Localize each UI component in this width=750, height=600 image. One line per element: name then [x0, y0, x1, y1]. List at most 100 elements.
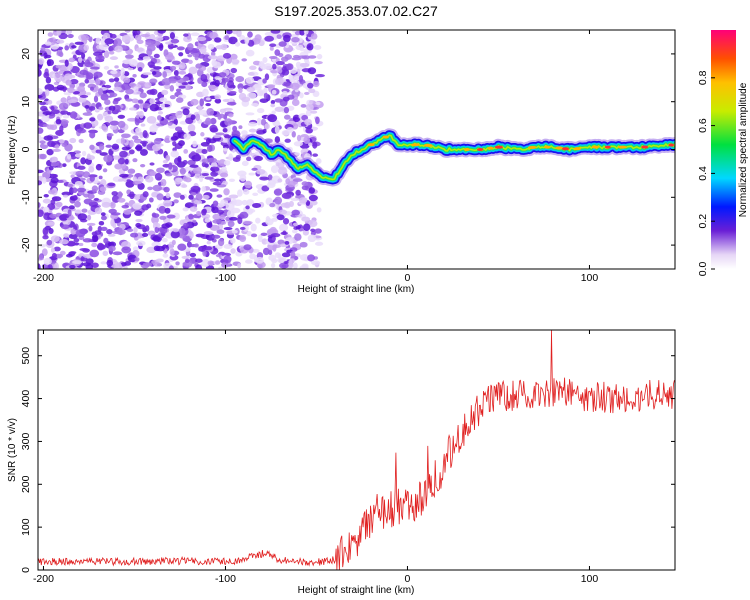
- spectrogram-noise-cell: [111, 191, 118, 196]
- spectrogram-noise-cell: [269, 55, 278, 60]
- spectrogram-noise-cell: [212, 219, 223, 224]
- spectrogram-noise-cell: [204, 218, 211, 223]
- spectrogram-noise-cell: [314, 241, 324, 246]
- spectrogram-noise-cell: [245, 49, 255, 57]
- spectrogram-noise-cell: [48, 189, 56, 195]
- spectrogram-noise-cell: [262, 57, 268, 63]
- spectrogram-noise-cell: [179, 219, 185, 226]
- spectrogram-noise-cell: [298, 74, 304, 83]
- spectrogram-noise-cell: [141, 232, 149, 237]
- spectrogram-noise-cell: [103, 237, 109, 244]
- spectrogram-noise-cell: [83, 122, 93, 129]
- spectrogram-noise-cell: [307, 82, 314, 89]
- spectrogram-noise-cell: [207, 144, 213, 153]
- spectrogram-noise-cell: [216, 229, 225, 235]
- spectrogram-noise-cell: [50, 109, 60, 115]
- spectrogram-noise-cell: [160, 178, 167, 187]
- spectrogram-noise-cell: [315, 116, 320, 125]
- spectrogram-noise-cell: [274, 196, 283, 205]
- spectrogram-noise-cell: [78, 56, 83, 64]
- spectrogram-noise-cell: [222, 212, 229, 216]
- spectrogram-noise-cell: [209, 224, 220, 231]
- spectrogram-noise-cell: [178, 62, 186, 70]
- spectrogram-noise-cell: [167, 121, 173, 126]
- spectrogram-noise-cell: [194, 173, 201, 179]
- spectrogram-noise-cell: [309, 100, 314, 104]
- spectrogram-ridge-peak: [423, 143, 433, 147]
- spectrogram-noise-cell: [38, 169, 44, 174]
- spectrogram-noise-cell: [251, 167, 258, 171]
- spectrogram-noise-cell: [69, 78, 79, 85]
- spectrogram-noise-cell: [169, 248, 175, 256]
- spectrogram-noise-cell: [288, 259, 293, 267]
- spectrogram-noise-cell: [131, 98, 139, 104]
- spectrogram-noise-cell: [117, 114, 126, 119]
- spectrogram-noise-cell: [247, 72, 255, 76]
- spectrogram-noise-cell: [133, 86, 139, 93]
- spectrogram-noise-cell: [177, 155, 182, 163]
- spectrogram-noise-cell: [238, 87, 243, 94]
- spectrogram-noise-cell: [223, 255, 232, 264]
- spectrogram-noise-cell: [38, 69, 42, 77]
- spectrogram-noise-cell: [308, 194, 318, 202]
- spectrogram-noise-cell: [233, 199, 243, 207]
- spectrogram-noise-cell: [258, 60, 265, 69]
- spectrogram-noise-cell: [237, 83, 244, 90]
- spectrogram-noise-cell: [146, 246, 157, 254]
- spectrogram-noise-cell: [99, 152, 108, 156]
- snr-ytick-label: 100: [20, 518, 32, 536]
- spectrogram-noise-cell: [38, 94, 43, 99]
- spectrogram-noise-cell: [50, 105, 55, 111]
- spectrogram-noise-cell: [282, 90, 288, 96]
- snr-panel: -200 -100 0 100 0 100 200 300 400 500 Height of s…: [7, 329, 676, 596]
- spectrogram-noise-cell: [79, 69, 89, 76]
- spectrogram-noise-cell: [38, 202, 41, 208]
- spectrogram-noise-cell: [216, 209, 225, 215]
- spectrogram-noise-cell: [171, 60, 181, 65]
- spectrogram-noise-cell: [207, 43, 215, 50]
- spectrogram-noise-cell: [209, 127, 219, 133]
- spectrogram-noise-cell: [195, 113, 201, 122]
- spectrogram-xtick-label: 0: [405, 272, 411, 284]
- spectrogram-noise-cell: [73, 90, 81, 95]
- spectrogram-noise-cell: [282, 230, 287, 236]
- spectrogram-noise-cell: [126, 179, 131, 183]
- spectrogram-noise-cell: [291, 123, 299, 130]
- spectrogram-noise-cell: [38, 254, 44, 260]
- spectrogram-noise-cell: [282, 96, 290, 102]
- spectrogram-noise-cell: [271, 217, 278, 222]
- spectrogram-noise-cell: [74, 153, 82, 158]
- spectrogram-noise-cell: [239, 211, 249, 219]
- spectrogram-noise-cell: [48, 213, 58, 219]
- spectrogram-noise-cell: [195, 264, 203, 269]
- spectrogram-noise-cell: [206, 241, 211, 245]
- spectrogram-noise-cell: [159, 215, 167, 220]
- spectrogram-noise-cell: [75, 170, 85, 176]
- spectrogram-noise-cell: [140, 164, 146, 168]
- spectrogram-noise-cell: [117, 191, 123, 199]
- spectrogram-noise-cell: [292, 54, 301, 59]
- spectrogram-noise-cell: [206, 97, 211, 101]
- spectrogram-noise-cell: [212, 61, 222, 69]
- spectrogram-noise-cell: [283, 34, 291, 43]
- spectrogram-noise-cell: [312, 153, 319, 157]
- spectrogram-noise-cell: [300, 103, 307, 108]
- spectrogram-noise-cell: [227, 80, 235, 89]
- spectrogram-noise-cell: [284, 54, 293, 60]
- spectrogram-noise-cell: [214, 37, 222, 43]
- spectrogram-noise-cell: [295, 224, 301, 230]
- snr-xtick-label: -200: [33, 573, 54, 585]
- spectrogram-noise-cell: [272, 244, 277, 252]
- spectrogram-noise-cell: [226, 30, 233, 35]
- spectrogram-noise-cell: [130, 232, 139, 238]
- spectrogram-noise-cell: [313, 44, 322, 51]
- spectrogram-noise-cell: [102, 168, 108, 173]
- figure-title: S197.2025.353.07.02.C27: [274, 3, 438, 19]
- spectrogram-noise-cell: [93, 197, 99, 201]
- spectrogram-noise-cell: [310, 33, 318, 40]
- spectrogram-noise-cell: [204, 246, 213, 251]
- spectrogram-noise-cell: [170, 150, 179, 158]
- spectrogram-noise-cell: [96, 244, 107, 250]
- spectrogram-noise-cell: [281, 252, 291, 258]
- spectrogram-noise-cell: [284, 240, 290, 245]
